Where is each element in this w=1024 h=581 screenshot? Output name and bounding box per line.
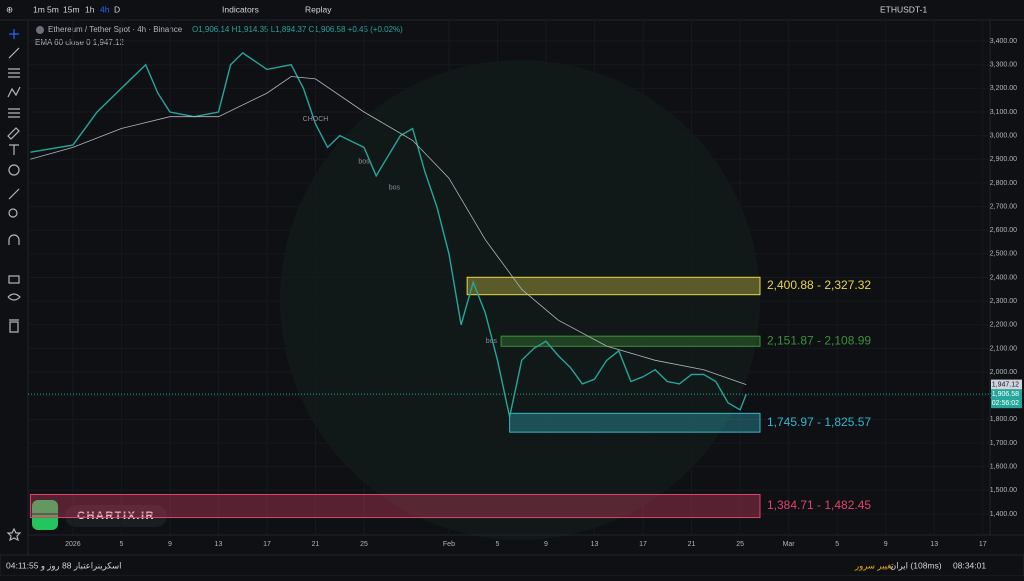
price-line bbox=[30, 51, 747, 418]
zone bbox=[466, 276, 761, 296]
x-tick-label: 9 bbox=[884, 541, 888, 548]
y-tick-label: 3,200.00 bbox=[990, 85, 1017, 92]
timeframe-button[interactable]: 1h bbox=[85, 4, 95, 14]
timeframe-button[interactable]: 1m bbox=[33, 4, 45, 14]
timeframe-button[interactable]: 15m bbox=[63, 4, 80, 14]
watermark-badge bbox=[32, 500, 58, 530]
ruler-tool[interactable] bbox=[8, 188, 20, 200]
y-tick-label: 1,800.00 bbox=[990, 416, 1017, 423]
ema-badge bbox=[991, 379, 1022, 390]
y-tick-label: 1,700.00 bbox=[990, 440, 1017, 447]
legend-ohlc: O1,906.14 H1,914.35 L1,894.37 C1,906.58 … bbox=[192, 25, 403, 34]
x-tick-label: 25 bbox=[360, 541, 368, 548]
legend-ema: EMA 60 close 0 1,947.12 bbox=[35, 38, 125, 47]
x-tick-label: 13 bbox=[215, 541, 223, 548]
y-tick-label: 3,300.00 bbox=[990, 62, 1017, 69]
watermark-logo bbox=[280, 60, 760, 540]
price-badge bbox=[991, 389, 1022, 409]
y-tick-label: 2,500.00 bbox=[990, 251, 1017, 258]
annotation: bos bbox=[358, 158, 370, 165]
y-tick-label: 1,600.00 bbox=[990, 464, 1017, 471]
status-clock: 08:34:01 bbox=[953, 560, 986, 570]
pattern-tool[interactable] bbox=[7, 86, 21, 98]
status-change-server[interactable]: تغییر سرور bbox=[854, 560, 894, 571]
annotation: bos bbox=[486, 338, 498, 345]
favorite-tool[interactable] bbox=[6, 527, 22, 542]
status-credit: 04:11:55 اعتبار 88 روز و bbox=[6, 560, 93, 571]
timeframe-button[interactable]: D bbox=[114, 4, 120, 14]
x-tick-label: 17 bbox=[979, 541, 987, 548]
x-tick-label: 5 bbox=[119, 541, 123, 548]
y-tick-label: 3,000.00 bbox=[990, 132, 1017, 139]
status-server: ایران (108ms) bbox=[890, 560, 942, 571]
price-line bbox=[30, 76, 747, 385]
y-tick-label: 3,400.00 bbox=[990, 38, 1017, 45]
visibility-tool[interactable] bbox=[7, 293, 21, 301]
y-tick-label: 2,300.00 bbox=[990, 298, 1017, 305]
y-tick-label: 2,200.00 bbox=[990, 322, 1017, 329]
left-toolbar bbox=[6, 29, 22, 542]
x-tick-label: 17 bbox=[639, 541, 647, 548]
x-tick-label: Feb bbox=[443, 541, 455, 548]
top-toolbar bbox=[0, 0, 1024, 20]
emoji-tool[interactable] bbox=[8, 164, 20, 176]
x-tick-label: 17 bbox=[263, 541, 271, 548]
y-tick-label: 2,100.00 bbox=[990, 345, 1017, 352]
magnet-tool[interactable] bbox=[8, 234, 20, 245]
y-tick-label: 2,800.00 bbox=[990, 180, 1017, 187]
zone-label: 2,151.87 - 2,108.99 bbox=[767, 333, 871, 347]
timeframe-button[interactable]: 4h bbox=[100, 4, 110, 14]
watermark-pill bbox=[65, 505, 167, 527]
zone bbox=[509, 412, 761, 433]
fib-tool[interactable] bbox=[8, 68, 20, 78]
countdown: 02:56:02 bbox=[992, 400, 1019, 407]
zone-label: 1,745.97 - 1,825.57 bbox=[767, 415, 871, 429]
x-tick-label: 9 bbox=[168, 541, 172, 548]
zone bbox=[29, 493, 761, 519]
x-tick-label: 25 bbox=[736, 541, 744, 548]
symbol[interactable]: ETHUSDT-1 bbox=[880, 4, 928, 14]
price-badge-label: 1,906.58 bbox=[992, 391, 1019, 398]
y-tick-label: 2,700.00 bbox=[990, 203, 1017, 210]
zone-label: 2,400.88 - 2,327.32 bbox=[767, 278, 871, 292]
watermark-text: CHARTIX.IR bbox=[77, 510, 155, 522]
zone bbox=[500, 335, 761, 347]
symbol-icon bbox=[36, 26, 44, 34]
timeframe-button[interactable]: 5m bbox=[47, 4, 59, 14]
indicators-button[interactable]: Indicators bbox=[222, 4, 259, 14]
y-tick-label: 2,000.00 bbox=[990, 369, 1017, 376]
x-tick-label: 21 bbox=[688, 541, 696, 548]
projection-tool[interactable] bbox=[8, 108, 20, 118]
annotation: bos bbox=[389, 184, 401, 191]
y-tick-label: 1,400.00 bbox=[990, 511, 1017, 518]
crosshair-tool[interactable] bbox=[9, 29, 19, 39]
y-tick-label: 2,400.00 bbox=[990, 274, 1017, 281]
y-tick-label: 1,500.00 bbox=[990, 487, 1017, 494]
y-tick-label: 2,900.00 bbox=[990, 156, 1017, 163]
status-screener[interactable]: اسکرینر bbox=[92, 560, 122, 571]
x-tick-label: 13 bbox=[591, 541, 599, 548]
x-tick-label: 21 bbox=[312, 541, 320, 548]
x-tick-label: 2026 bbox=[65, 541, 81, 548]
line-tool[interactable] bbox=[8, 47, 20, 59]
y-tick-label: 3,100.00 bbox=[990, 109, 1017, 116]
x-tick-label: 13 bbox=[930, 541, 938, 548]
x-tick-label: 9 bbox=[544, 541, 548, 548]
x-tick-label: Mar bbox=[783, 541, 796, 548]
replay-button[interactable]: Replay bbox=[305, 4, 332, 14]
x-tick-label: 5 bbox=[835, 541, 839, 548]
zone-label: 1,384.71 - 1,482.45 bbox=[767, 498, 871, 512]
ema-badge-label: 1,947.12 bbox=[992, 381, 1019, 388]
delete-tool[interactable] bbox=[9, 319, 19, 333]
x-tick-label: 5 bbox=[496, 541, 500, 548]
brush-tool[interactable] bbox=[7, 127, 20, 140]
y-tick-label: 2,600.00 bbox=[990, 227, 1017, 234]
zoom-tool[interactable] bbox=[8, 208, 18, 218]
annotation: CHOCH bbox=[303, 116, 329, 123]
lock-tool[interactable] bbox=[8, 275, 20, 284]
text-tool[interactable] bbox=[9, 144, 19, 155]
add-button[interactable]: ⊕ bbox=[6, 4, 13, 14]
legend-title: Ethereum / Tether Spot · 4h · Binance bbox=[48, 25, 183, 34]
